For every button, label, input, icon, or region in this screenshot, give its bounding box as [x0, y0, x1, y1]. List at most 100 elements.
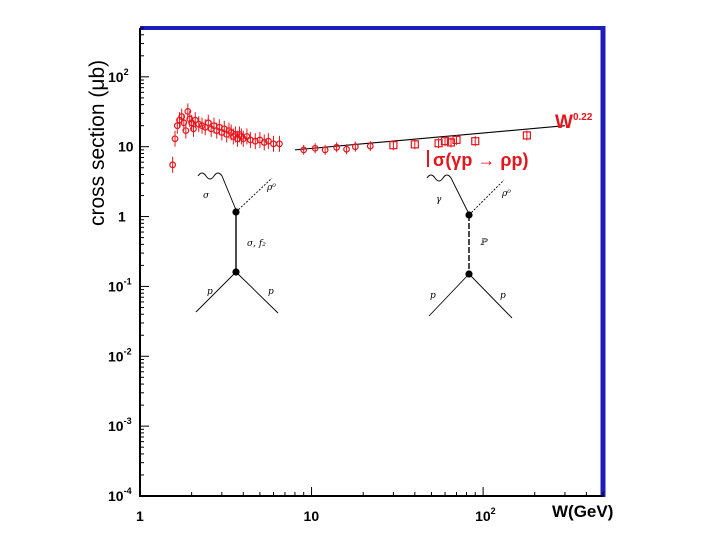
- y-tick-exp: -1: [124, 276, 132, 286]
- data-point: [333, 142, 341, 153]
- circle-marker: [343, 145, 350, 153]
- y-tick-base: 10: [108, 488, 124, 504]
- rho-label-2: ρ⁰: [501, 189, 511, 199]
- proton-out-1: [235, 271, 279, 314]
- rho-label-1: ρ⁰: [266, 183, 276, 193]
- circle-marker: [178, 113, 186, 120]
- circle-marker: [264, 137, 272, 145]
- rho-line-1: [235, 177, 273, 213]
- circle-marker: [260, 139, 268, 146]
- circle-marker: [321, 146, 329, 154]
- data-point: [389, 140, 398, 151]
- data-point: [270, 135, 277, 152]
- y-tick-label: 102: [108, 67, 129, 85]
- y-tick-exp: -4: [124, 486, 132, 496]
- exchange-label-2: ℙ: [480, 238, 488, 248]
- x-tick-label: 102: [475, 506, 496, 524]
- data-point: [195, 116, 203, 133]
- feynman-diagram-exchange: σ ρ⁰ σ, f₂ p p: [195, 172, 279, 314]
- p-in-label-2: p: [430, 291, 436, 301]
- y-tick-label: 10-2: [108, 346, 132, 364]
- data-point: [169, 156, 177, 173]
- rho-line-2: [468, 179, 505, 216]
- data-point: [260, 134, 268, 151]
- photon-line-2: [426, 174, 470, 215]
- y-tick-base: 10: [108, 348, 124, 364]
- data-points: [169, 103, 531, 173]
- circle-marker: [276, 140, 283, 148]
- data-point: [198, 117, 206, 134]
- circle-marker: [182, 127, 190, 134]
- vertex-bottom-2: [465, 270, 473, 278]
- square-marker: [440, 137, 450, 146]
- x-tick-base: 10: [475, 508, 491, 524]
- fit-label: W0.22: [555, 112, 593, 133]
- proton-in-1: [195, 271, 237, 313]
- fit-label-base: W: [555, 112, 573, 133]
- circle-marker: [251, 137, 259, 145]
- feynman-diagram-pomeron: γ ρ⁰ ℙ p p: [426, 174, 513, 319]
- data-point: [251, 133, 259, 150]
- data-point: [366, 141, 374, 152]
- x-tick-label: 1: [136, 508, 144, 524]
- y-tick-exp: 2: [124, 67, 129, 77]
- x-tick-exp: 2: [491, 506, 496, 516]
- y-tick-exp: -2: [124, 346, 132, 356]
- data-point: [300, 144, 308, 155]
- square-marker: [452, 135, 461, 145]
- plot-frame: [140, 28, 603, 496]
- data-point: [343, 144, 350, 155]
- circle-marker: [300, 146, 308, 154]
- p-in-label-1: p: [207, 287, 213, 297]
- data-point: [446, 137, 456, 148]
- y-tick-label: 1: [118, 209, 126, 225]
- photon-label-2: γ: [436, 195, 442, 205]
- fit-line: [294, 125, 565, 151]
- data-point: [440, 136, 450, 147]
- x-tick-label: 10: [304, 508, 320, 524]
- data-point: [243, 128, 251, 145]
- data-point: [190, 120, 197, 137]
- data-point: [276, 135, 283, 152]
- data-point: [321, 144, 329, 155]
- circle-marker: [169, 161, 177, 169]
- data-point: [351, 141, 359, 152]
- y-tick-label: 10-1: [108, 276, 132, 294]
- x-tick-base: 10: [304, 508, 320, 524]
- data-point: [471, 136, 480, 147]
- data-point: [191, 112, 199, 129]
- y-tick-base: 1: [118, 209, 126, 225]
- photon-label-1: σ: [203, 191, 210, 201]
- data-point: [264, 133, 272, 150]
- y-tick-exp: -3: [124, 416, 132, 426]
- square-marker: [389, 141, 398, 150]
- y-tick-label: 10-4: [108, 486, 132, 504]
- x-tick-base: 1: [136, 508, 144, 524]
- data-point: [522, 130, 531, 141]
- photon-line-1: [197, 172, 237, 211]
- proton-out-2: [468, 273, 513, 319]
- square-marker: [471, 137, 480, 146]
- y-axis-label: cross section (μb): [86, 60, 109, 226]
- y-tick-base: 10: [108, 418, 124, 434]
- y-tick-base: 10: [108, 278, 124, 294]
- data-point: [182, 122, 190, 139]
- square-marker: [446, 138, 456, 147]
- y-tick-base: 10: [118, 139, 134, 155]
- circle-marker: [173, 122, 181, 130]
- square-marker: [410, 140, 419, 149]
- y-tick-base: 10: [108, 69, 124, 85]
- x-tick-labels: 1 10 102: [136, 506, 496, 524]
- circle-marker: [243, 133, 251, 140]
- exchange-label-1: σ, f₂: [247, 239, 266, 249]
- proton-in-2: [428, 273, 470, 317]
- y-tick-label: 10: [118, 139, 134, 155]
- p-out-label-1: p: [268, 287, 274, 297]
- circle-marker: [366, 142, 374, 150]
- circle-marker: [191, 116, 199, 124]
- data-point: [311, 143, 319, 154]
- x-axis-label: W(GeV): [552, 502, 613, 521]
- data-point: [410, 139, 419, 150]
